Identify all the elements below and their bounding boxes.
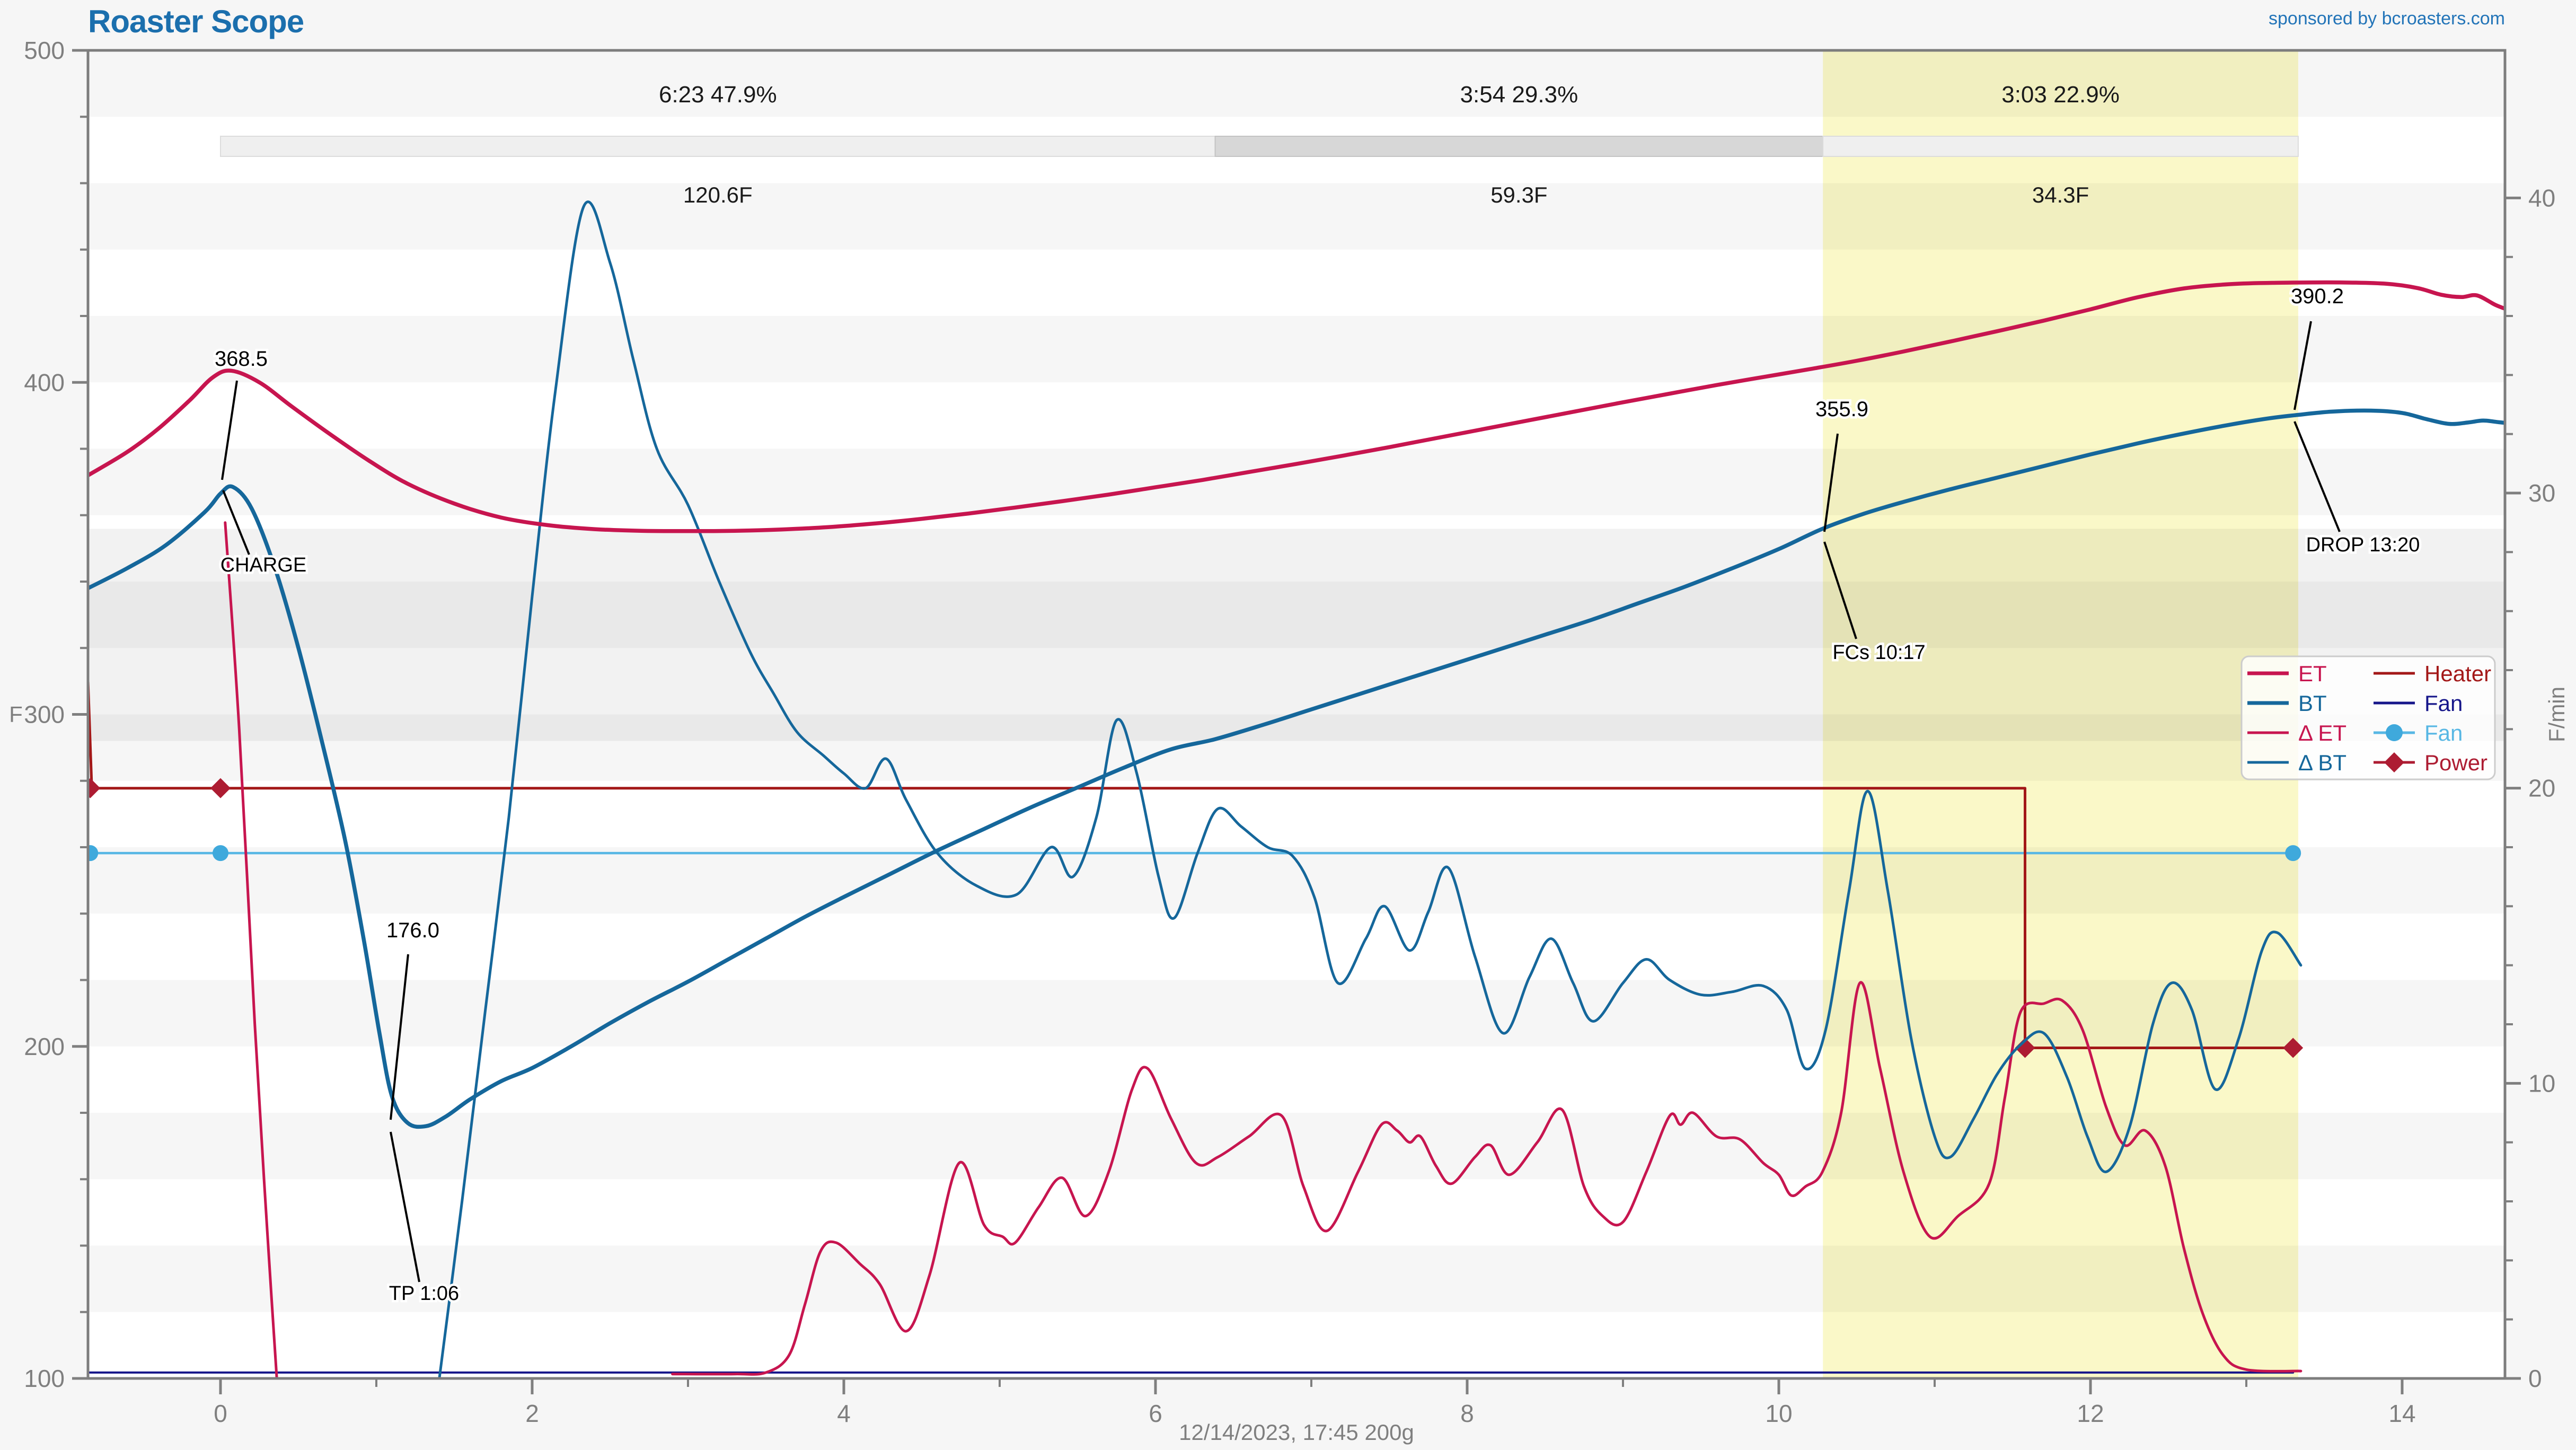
sponsor-link[interactable]: sponsored by bcroasters.com [2269, 8, 2505, 29]
legend-item-et: ET [2247, 661, 2327, 686]
bg-stripe [88, 316, 2505, 382]
axes: 0 2 4 6 8 10 12 14 100 200 300 400 500 0 10 20 30 40 F F/mi… [9, 37, 2569, 1445]
tp-value-label: 176.0 [386, 919, 439, 942]
x-tick-label: 4 [837, 1400, 851, 1427]
legend-item-fan: Fan [2374, 691, 2463, 716]
x-tick-label: 14 [2388, 1400, 2415, 1427]
legend-item-fan: Fan [2374, 720, 2463, 745]
fan-marker [213, 845, 228, 862]
bg-stripe [88, 980, 2505, 1047]
tp-annotation-line [390, 954, 409, 1120]
bg-stripe [88, 183, 2505, 250]
legend-label: ET [2298, 661, 2327, 686]
x-tick-label: 6 [1149, 1400, 1162, 1427]
bg-stripe [88, 449, 2505, 515]
legend-label: Fan [2424, 720, 2463, 745]
event-annotations: 368.5 CHARGE 176.0 TP 1:06 355.9 FCs 10:17 390… [212, 283, 2422, 1307]
legend-item--bt: Δ BT [2247, 750, 2346, 775]
series-bt [88, 408, 2505, 1129]
charge-annotation-line [222, 490, 250, 555]
series-fan [88, 845, 2301, 862]
phase-time-percent: 3:54 29.3% [1460, 82, 1578, 108]
roast-date-weight: 12/14/2023, 17:45 200g [1179, 1420, 1414, 1445]
drop-annotation-line [2293, 421, 2341, 532]
y-left-tick-label: 200 [24, 1033, 65, 1060]
phase-time-percent: 6:23 47.9% [659, 82, 777, 108]
phase-bar-segment [1822, 136, 2299, 157]
fcs-event-label: FCs 10:17 [1832, 641, 1925, 664]
power-marker [2015, 1038, 2035, 1058]
y-left-tick-label: 400 [24, 368, 65, 396]
legend-item-bt: BT [2247, 691, 2327, 716]
charge-annotation-line [221, 380, 238, 480]
y-left-tick-label: 300 [24, 701, 65, 728]
bg-stripe [88, 1113, 2505, 1179]
series-et [88, 280, 2505, 533]
legend: ET BT Δ ET Δ BT Heater Fan Fan Power [2240, 655, 2496, 780]
legend-label: Fan [2424, 691, 2463, 716]
power-marker [88, 778, 101, 798]
fcs-annotation-line [1823, 541, 1857, 639]
phases-bar: 6:23 47.9% 120.6F 3:54 29.3% 59.3F 3:03 22.9… [220, 82, 2299, 207]
legend-label: Δ ET [2298, 720, 2346, 745]
legend-label: BT [2298, 691, 2327, 716]
y-left-axis-title: F [9, 702, 23, 727]
charge-value-label: 368.5 [215, 347, 268, 371]
x-tick-label: 8 [1460, 1400, 1474, 1427]
bg-stripe [88, 847, 2505, 913]
legend-item-heater: Heater [2374, 661, 2491, 686]
fan-marker [88, 845, 99, 862]
page-title: Roaster Scope [88, 4, 304, 39]
legend-label: Power [2424, 750, 2487, 775]
y-right-tick-label: 10 [2528, 1069, 2555, 1097]
phase-bar-segment [1214, 136, 1824, 157]
phase-temp-delta: 34.3F [2032, 182, 2089, 207]
y-left-tick-label: 500 [24, 37, 65, 64]
bg-stripe [88, 50, 2505, 117]
y-left-tick-label: 100 [24, 1365, 65, 1392]
phase-bar-segment [220, 136, 1216, 157]
tp-event-label: TP 1:06 [389, 1282, 459, 1305]
y-right-tick-label: 20 [2528, 775, 2555, 802]
x-tick-label: 10 [1765, 1400, 1792, 1427]
fcs-annotation-line [1823, 433, 1839, 532]
maillard-watermark-band [88, 529, 2505, 741]
power-marker [210, 778, 231, 798]
x-tick-label: 0 [214, 1400, 227, 1427]
legend-item-power: Power [2374, 750, 2487, 775]
x-tick-label: 12 [2077, 1400, 2104, 1427]
legend-box [2240, 655, 2496, 780]
drop-annotation-line [2293, 321, 2312, 410]
legend-label: Heater [2424, 661, 2491, 686]
series--bt [438, 200, 2302, 1378]
legend-label: Δ BT [2298, 750, 2346, 775]
legend-power-marker [2384, 752, 2404, 772]
fan-marker [2285, 845, 2301, 862]
phase-temp-delta: 120.6F [683, 182, 753, 207]
power-marker [2283, 1038, 2304, 1058]
series--et [224, 521, 2302, 1378]
phase-time-percent: 3:03 22.9% [2001, 82, 2120, 108]
series-heater [88, 680, 2304, 1058]
fcs-value-label: 355.9 [1815, 398, 1868, 421]
legend-item--et: Δ ET [2247, 720, 2346, 745]
phase-temp-delta: 59.3F [1490, 182, 1547, 207]
y-right-tick-label: 40 [2528, 184, 2555, 212]
drop-value-label: 390.2 [2291, 285, 2344, 308]
y-right-tick-label: 0 [2528, 1365, 2542, 1392]
drop-event-label: DROP 13:20 [2306, 534, 2420, 556]
charge-event-label: CHARGE [220, 554, 307, 576]
y-right-tick-label: 30 [2528, 479, 2555, 507]
tp-annotation-line [390, 1131, 420, 1282]
y-right-axis-title: F/min [2544, 687, 2569, 742]
development-phase-region [1823, 50, 2298, 1378]
x-tick-label: 2 [525, 1400, 539, 1427]
